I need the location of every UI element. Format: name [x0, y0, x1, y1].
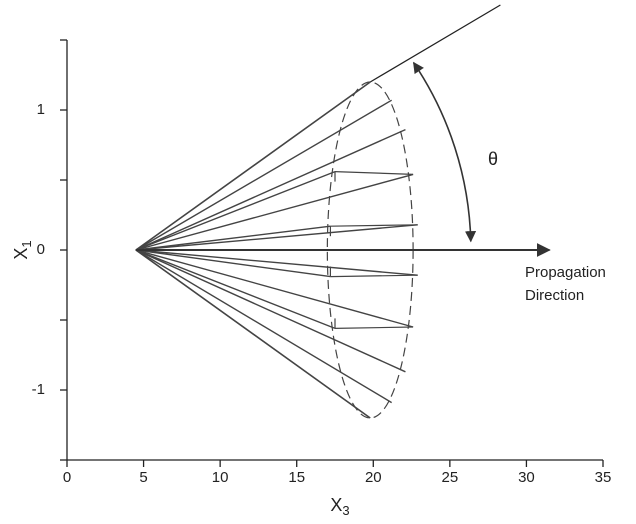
x-tick-label: 15 [288, 469, 305, 486]
rim-chord [334, 171, 414, 175]
angle-arc [412, 61, 477, 243]
y-tick-label: 1 [37, 101, 45, 118]
x-tick-label: 20 [365, 469, 382, 486]
back-ray [135, 170, 336, 251]
x-tick-label: 35 [595, 469, 612, 486]
cone-edge [135, 249, 371, 419]
x-tick-label: 5 [139, 469, 147, 486]
front-ray [135, 249, 406, 373]
cone-edge [135, 81, 371, 251]
x-label-sub: 3 [342, 503, 349, 518]
y-axis-label: X1 [11, 240, 35, 259]
front-ray [135, 173, 414, 251]
y-tick-label: -1 [32, 381, 45, 398]
annotation: Propagation [525, 264, 606, 281]
front-ray [135, 128, 406, 251]
angle-label: θ [488, 149, 498, 169]
x-tick-label: 10 [212, 469, 229, 486]
x-axis-label: X3 [330, 495, 349, 519]
front-ray [135, 99, 393, 251]
front-ray [135, 249, 393, 404]
front-ray [135, 249, 418, 276]
back-ray [135, 249, 336, 330]
y-label-main: X [11, 248, 31, 260]
y-label-sub: 1 [19, 240, 34, 247]
x-tick-label: 0 [63, 469, 71, 486]
front-ray [135, 249, 414, 328]
y-tick-label: 0 [37, 241, 45, 258]
front-ray [135, 224, 418, 251]
rim-chord [330, 224, 418, 227]
x-label-main: X [330, 495, 342, 515]
rim-chord [334, 326, 414, 329]
rim-chord [330, 274, 418, 278]
cone-angle-line [369, 4, 501, 83]
x-tick-label: 30 [518, 469, 535, 486]
annotation: Direction [525, 287, 584, 304]
back-ray [135, 249, 331, 278]
x-tick-label: 25 [442, 469, 459, 486]
back-ray [135, 225, 331, 251]
